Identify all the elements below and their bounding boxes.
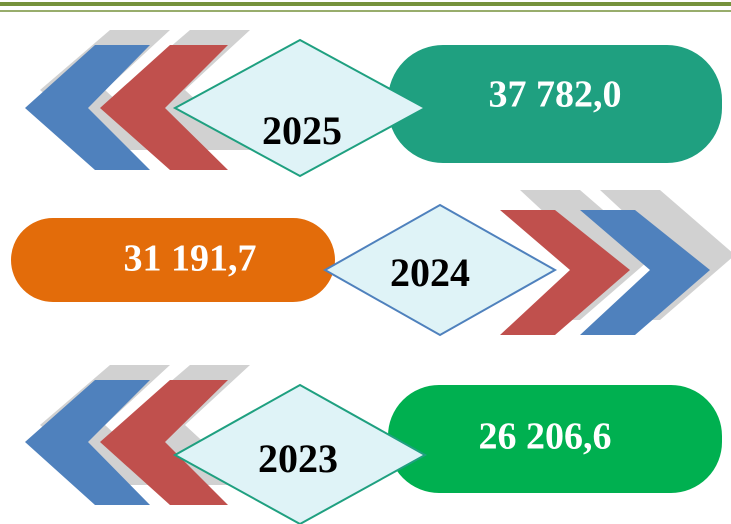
row-2025: 2025 37 782,0 bbox=[25, 30, 728, 178]
chevron-blue bbox=[25, 380, 150, 505]
year-label: 2025 bbox=[262, 108, 342, 153]
year-label: 2023 bbox=[258, 436, 338, 481]
year-label: 2024 bbox=[390, 250, 470, 295]
row-2023: 2023 26 206,6 bbox=[25, 365, 728, 524]
chevron-red bbox=[100, 45, 228, 170]
value-label: 37 782,0 bbox=[489, 74, 622, 116]
chevron-red bbox=[500, 210, 630, 335]
value-label: 31 191,7 bbox=[124, 238, 257, 280]
value-label: 26 206,6 bbox=[479, 416, 612, 458]
year-diamond bbox=[172, 383, 428, 524]
chevron-blue bbox=[25, 45, 150, 170]
chevron-blue bbox=[580, 210, 710, 335]
value-pill bbox=[5, 212, 341, 308]
year-diamond bbox=[322, 203, 558, 337]
row-2024: 2024 31 191,7 bbox=[5, 190, 731, 337]
year-diamond bbox=[172, 38, 428, 178]
chevron-red bbox=[100, 380, 228, 505]
